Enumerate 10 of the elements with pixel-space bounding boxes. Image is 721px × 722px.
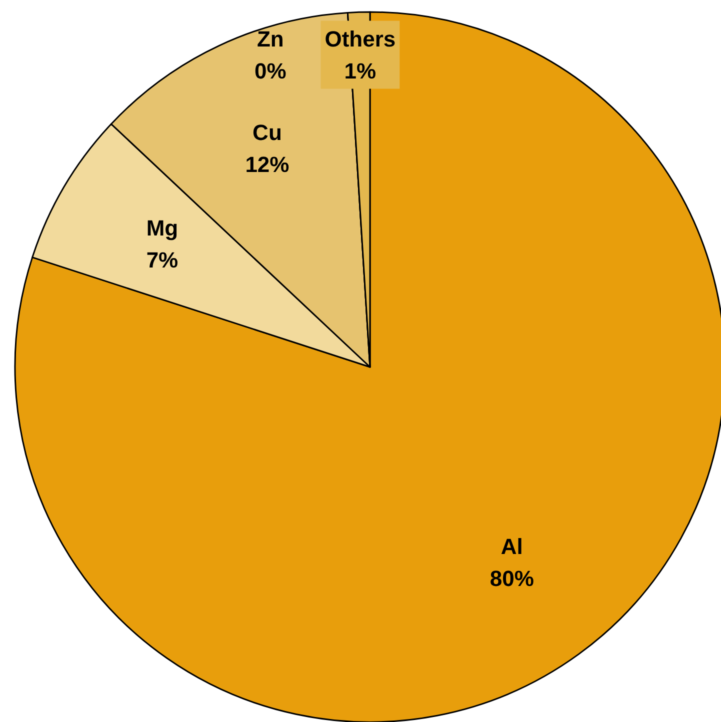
slice-label: Al xyxy=(500,534,523,559)
slice-label: Cu xyxy=(252,120,282,146)
data-label: 80% xyxy=(490,566,534,591)
slice-label: Mg xyxy=(146,216,178,241)
slice-label: Others xyxy=(324,26,396,52)
text: 0% xyxy=(254,58,286,84)
data-label: 12% xyxy=(245,152,290,178)
data-label: 7% xyxy=(146,248,178,273)
category-label: Zn xyxy=(256,26,284,52)
data-label: 1% xyxy=(344,58,376,84)
